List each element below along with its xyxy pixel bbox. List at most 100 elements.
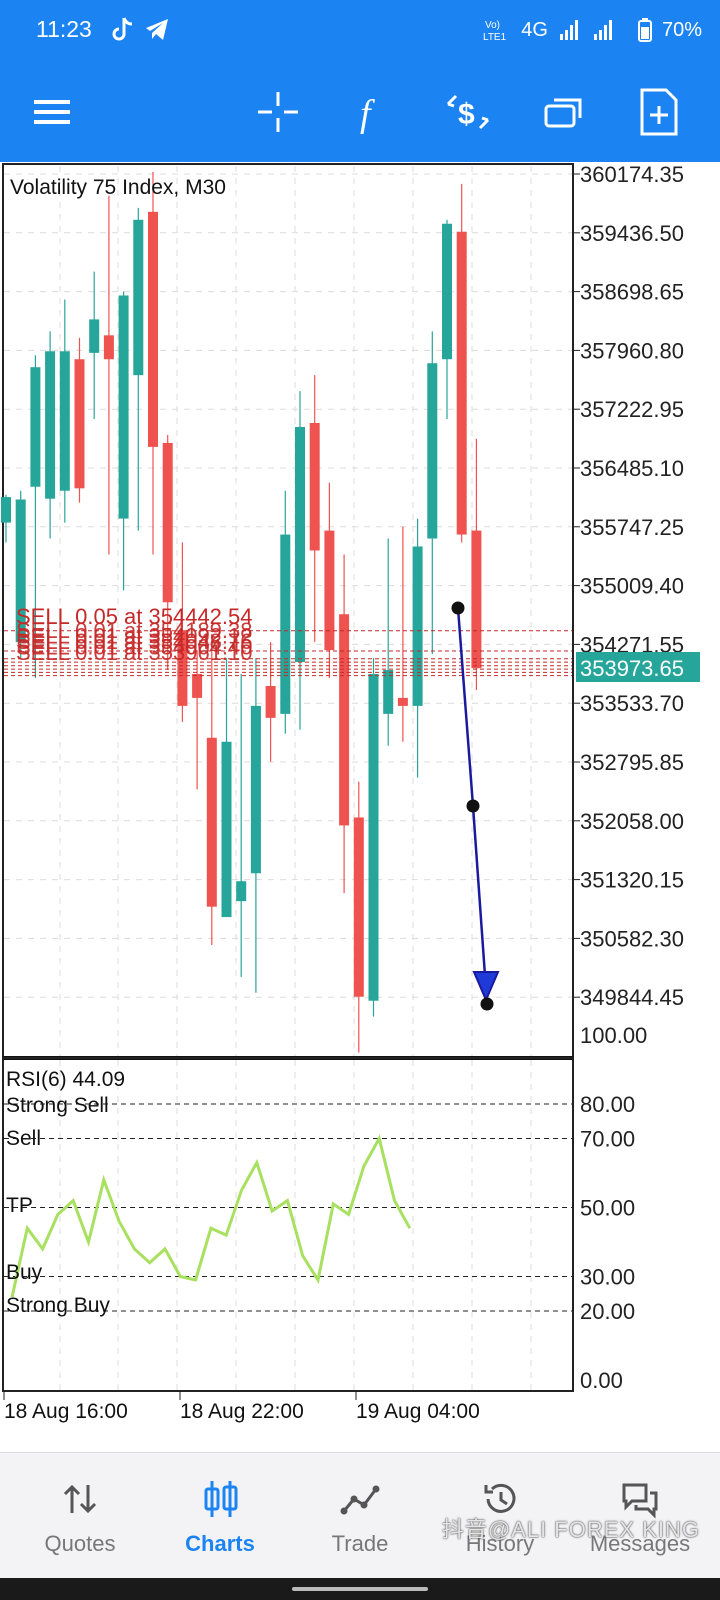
rsi-tick-label: 80.00 xyxy=(580,1092,635,1117)
price-chart[interactable]: 360174.35 359436.50 358698.65 357960.80 3572… xyxy=(0,162,720,1452)
svg-text:LTE1: LTE1 xyxy=(483,32,507,43)
price-tick-label: 352795.85 xyxy=(580,750,684,775)
arrow-head xyxy=(472,971,500,1003)
order-label-overlap: SELL 0.01 at 354004.40 xyxy=(16,635,253,660)
nav-quotes[interactable]: Quotes xyxy=(10,1453,150,1579)
signal-icon xyxy=(559,20,612,40)
bear-candle xyxy=(397,697,408,706)
drawn-arrow[interactable] xyxy=(451,601,500,1011)
bull-candle xyxy=(250,705,261,874)
rsi-tick-label: 0.00 xyxy=(580,1368,623,1393)
watermark: 抖音@ALI FOREX KING xyxy=(441,1517,700,1542)
nav-label: Quotes xyxy=(44,1531,116,1556)
rsi-tick-label: 70.00 xyxy=(580,1127,635,1152)
svg-text:$: $ xyxy=(458,98,475,131)
menu-icon[interactable] xyxy=(24,84,80,140)
svg-text:Vo): Vo) xyxy=(485,20,500,31)
order-lines xyxy=(4,630,572,677)
rsi-tick-label: 50.00 xyxy=(580,1196,635,1221)
order-label-overlap: SELL 0.01 at 353961.10 xyxy=(16,640,253,665)
price-tick-label: 355747.25 xyxy=(580,515,684,540)
windows-icon[interactable] xyxy=(536,84,592,140)
new-order-icon[interactable]: $ xyxy=(440,84,496,140)
bull-candle xyxy=(221,741,232,918)
indicators-icon[interactable]: f xyxy=(344,84,400,140)
nav-label: Charts xyxy=(185,1531,255,1556)
bear-candle xyxy=(206,737,217,907)
rsi-level-label: Buy xyxy=(6,1261,43,1284)
bull-candle xyxy=(427,363,438,539)
bull-candle xyxy=(118,295,129,519)
rsi-level-label: TP xyxy=(6,1194,33,1217)
rsi-title: RSI(6) 44.09 xyxy=(6,1068,125,1091)
chart-toolbar: f $ xyxy=(0,62,720,162)
status-bar: 11:23 Vo) LTE1 4G 70% xyxy=(0,0,720,62)
price-tick-label: 358698.65 xyxy=(580,280,684,305)
price-axis: 360174.35 359436.50 358698.65 357960.80 3572… xyxy=(573,162,684,1010)
bear-candle xyxy=(265,685,276,718)
bear-candle xyxy=(456,231,467,535)
rsi-axis: 100.00 80.00 70.00 50.00 30.00 20.00 0.00 xyxy=(580,1023,647,1393)
bear-candle xyxy=(192,674,203,698)
bull-candle xyxy=(89,319,100,353)
new-chart-icon[interactable] xyxy=(630,84,686,140)
crosshair-icon[interactable] xyxy=(250,84,306,140)
rsi-tick-label: 30.00 xyxy=(580,1265,635,1290)
nav-charts[interactable]: Charts xyxy=(150,1453,290,1579)
bull-candle xyxy=(442,223,452,360)
bull-candle xyxy=(236,881,247,902)
nav-trade[interactable]: Trade xyxy=(290,1453,430,1579)
bull-candle xyxy=(59,351,70,491)
rsi-level-labels: Strong Sell Sell TP Buy Strong Buy xyxy=(6,1094,110,1317)
bear-candle xyxy=(103,335,114,360)
tiktok-icon xyxy=(112,17,133,41)
chart-area[interactable]: 360174.35 359436.50 358698.65 357960.80 3572… xyxy=(0,162,720,1452)
candles xyxy=(1,171,482,1053)
time-tick-label: 19 Aug 04:00 xyxy=(356,1400,480,1423)
rsi-level-label: Strong Sell xyxy=(6,1094,109,1117)
nav-history[interactable]: History xyxy=(430,1453,570,1579)
nav-label: History xyxy=(465,1531,535,1556)
price-tick-label: 360174.35 xyxy=(580,162,684,187)
trade-icon xyxy=(340,1485,380,1515)
bear-candle xyxy=(471,530,482,669)
charts-icon xyxy=(204,1481,238,1517)
order-label-overlap: SELL 0.01 at 354092.12 xyxy=(16,624,253,649)
battery-icon xyxy=(637,18,652,42)
telegram-icon xyxy=(146,19,168,40)
arrow-point xyxy=(466,799,480,813)
rsi-level-label: Sell xyxy=(6,1127,41,1150)
bull-candle xyxy=(15,499,26,643)
arrow-point xyxy=(451,601,465,615)
bull-candle xyxy=(133,219,144,376)
volte-icon: Vo) LTE1 xyxy=(483,20,507,43)
notification-icons xyxy=(112,17,168,41)
price-tick-label: 353533.70 xyxy=(580,691,684,716)
chart-title: Volatility 75 Index, M30 xyxy=(10,176,226,199)
home-bar xyxy=(0,1578,720,1600)
rsi-line xyxy=(10,1134,412,1298)
price-tick-label: 359436.50 xyxy=(580,221,684,246)
bear-candle xyxy=(339,614,350,826)
price-tick-label: 351320.15 xyxy=(580,868,684,893)
price-tick-label: 355009.40 xyxy=(580,574,684,599)
nav-label: Trade xyxy=(331,1531,389,1556)
bear-candle xyxy=(324,530,335,651)
svg-text:f: f xyxy=(360,93,375,135)
current-price-tag xyxy=(576,652,700,682)
price-tick-label: 352058.00 xyxy=(580,809,684,834)
status-time: 11:23 xyxy=(36,16,92,42)
quotes-icon xyxy=(63,1484,97,1514)
price-tick-label: 349844.45 xyxy=(580,985,684,1010)
price-tick-label: 356485.10 xyxy=(580,456,684,481)
nav-messages[interactable]: Messages xyxy=(570,1453,710,1579)
time-tick-label: 18 Aug 16:00 xyxy=(4,1400,128,1423)
order-label: SELL 0.05 at 354442.54 xyxy=(16,604,253,629)
home-indicator[interactable] xyxy=(292,1587,428,1591)
bear-candle xyxy=(309,422,320,551)
bear-candle xyxy=(177,630,188,706)
arrow-point xyxy=(480,997,494,1011)
price-tick-label: 350582.30 xyxy=(580,926,684,951)
rsi-tick-label: 100.00 xyxy=(580,1023,647,1048)
